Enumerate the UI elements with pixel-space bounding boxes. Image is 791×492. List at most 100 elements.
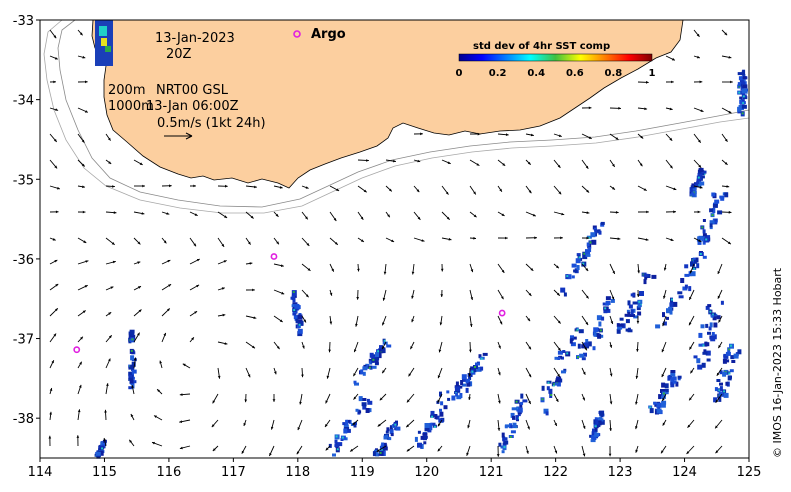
sst-pixel (545, 411, 549, 416)
sst-pixel (371, 365, 377, 369)
sst-pixel (571, 275, 575, 279)
sst-pixel (594, 228, 598, 234)
current-vector (525, 341, 532, 350)
sst-pixel (417, 430, 421, 434)
current-vector (161, 332, 167, 343)
sst-pixel (455, 392, 459, 397)
sst-pixel (699, 181, 705, 186)
current-vector (714, 419, 723, 429)
sst-pixel (128, 371, 133, 376)
sst-pixel (684, 264, 689, 269)
y-tick-label: -34 (13, 94, 34, 109)
current-vector (133, 261, 141, 265)
y-tick-label: -37 (13, 333, 34, 348)
sst-pixel (712, 203, 718, 208)
sst-pixel (438, 418, 444, 423)
sst-pixel (332, 453, 336, 457)
x-tick-label: 118 (285, 465, 310, 480)
sst-pixel (670, 377, 675, 383)
current-vector (161, 237, 167, 244)
current-vector (637, 185, 647, 191)
sst-pixel (375, 453, 380, 457)
current-vector (553, 263, 560, 269)
sst-pixel (502, 437, 508, 441)
current-vector (49, 185, 61, 190)
sst-pixel-high (703, 173, 706, 175)
sst-pixel (737, 72, 743, 76)
sst-pixel (702, 240, 706, 245)
sst-pixel (130, 355, 135, 361)
sst-pixel (470, 366, 476, 372)
sst-pixel (677, 291, 683, 295)
sst-pixel (672, 301, 678, 307)
sst-pixel (560, 287, 566, 293)
current-vector (693, 210, 701, 214)
current-vector (661, 341, 667, 353)
sst-pixel (128, 374, 133, 378)
sst-pixel (337, 442, 343, 447)
sst-pixel (590, 439, 596, 443)
current-vector (329, 237, 339, 246)
sst-pixel (596, 315, 602, 321)
current-vector (553, 445, 558, 454)
current-vector (77, 80, 88, 84)
sst-pixel (128, 366, 134, 370)
x-tick-label: 117 (221, 465, 246, 480)
current-vector (134, 184, 145, 188)
sst-pixel (366, 398, 370, 402)
current-vector (636, 341, 639, 352)
current-vector (581, 106, 592, 110)
current-vector (130, 413, 135, 421)
sst-pixel (510, 430, 516, 434)
sst-pixel (714, 199, 720, 204)
current-vector (329, 289, 333, 296)
current-vector (437, 393, 443, 403)
current-vector (637, 159, 643, 167)
sst-pixel (459, 385, 463, 389)
sst-pixel (669, 309, 673, 315)
current-vector (609, 133, 619, 141)
current-vector (661, 367, 667, 378)
sst-pixel (664, 383, 669, 389)
sst-pixel (630, 293, 635, 297)
current-vector (353, 341, 359, 353)
current-vector (693, 107, 704, 113)
sst-pixel (585, 253, 591, 257)
sst-pixel (297, 314, 303, 320)
current-vector (665, 107, 673, 111)
current-vector (553, 289, 561, 297)
sst-pixel (386, 427, 390, 432)
current-vector (355, 315, 359, 327)
current-vector (665, 210, 677, 214)
sst-pixel (630, 309, 634, 315)
current-vector (609, 211, 619, 214)
sst-pixel (577, 343, 581, 349)
current-vector (496, 445, 500, 457)
sst-pixel (375, 356, 380, 361)
sst-pixel-high (577, 356, 579, 359)
sst-pixel (691, 187, 697, 191)
current-vector (469, 185, 477, 195)
sst-pixel (362, 398, 367, 401)
sst-pixel (709, 226, 713, 230)
current-vector (379, 393, 387, 401)
sst-pixel (677, 375, 682, 379)
sst-pixel (672, 376, 677, 381)
sst-pixel-high (293, 309, 296, 312)
current-vector (301, 185, 309, 189)
colorbar-ticks: 0 0.2 0.4 0.6 0.8 1 (456, 68, 656, 79)
sst-pixel (627, 311, 631, 317)
sst-pixel (727, 375, 732, 381)
current-vector (665, 133, 673, 142)
sst-pixel (556, 381, 561, 387)
sst-pixel (569, 338, 573, 344)
sst-pixel (454, 386, 460, 392)
sst-pixel (598, 417, 601, 421)
sst-pixel-high (723, 390, 726, 393)
current-vector (273, 211, 279, 218)
sst-pixel (456, 395, 462, 400)
current-vector (609, 289, 615, 300)
sst-pixel (701, 236, 706, 242)
sst-pixel-high (589, 241, 592, 244)
sst-pixel (654, 403, 658, 407)
